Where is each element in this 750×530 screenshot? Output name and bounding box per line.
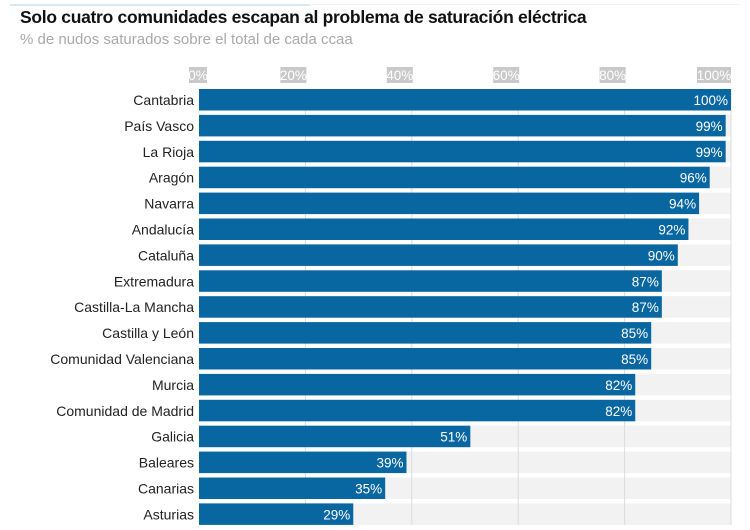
bar: [199, 166, 710, 189]
value-label: 96%: [680, 171, 707, 186]
value-label: 51%: [440, 430, 467, 445]
category-label: Cataluña: [138, 247, 194, 263]
value-label: 82%: [605, 378, 632, 393]
tick-label-box: [280, 67, 307, 83]
value-label: 94%: [669, 197, 696, 212]
bar: [199, 296, 662, 318]
tick-label: 80%: [599, 68, 626, 83]
tick-label: 0%: [188, 68, 208, 83]
bars: [199, 89, 731, 525]
bar: [199, 451, 407, 474]
bar: [199, 322, 652, 344]
value-label: 29%: [323, 507, 350, 522]
top-accent-line: [10, 4, 310, 6]
tick-label: 40%: [386, 68, 413, 83]
value-label: 35%: [355, 482, 382, 497]
category-label: Asturias: [143, 506, 194, 522]
category-label: Castilla-La Mancha: [74, 299, 194, 315]
tick-label-box: [493, 67, 520, 83]
bar: [199, 477, 386, 499]
category-label: País Vasco: [124, 118, 194, 134]
tick-label-box: [386, 67, 413, 83]
value-label: 99%: [696, 119, 723, 134]
bar: [199, 425, 471, 448]
tick-label-box: [697, 67, 731, 83]
tick-label: 60%: [493, 68, 520, 83]
category-label: Castilla y León: [102, 325, 194, 341]
value-label: 85%: [621, 326, 648, 341]
tick-label: 20%: [280, 68, 307, 83]
bar: [199, 114, 726, 137]
value-label: 100%: [693, 93, 728, 108]
category-label: Andalucía: [132, 222, 194, 238]
tick-label-box: [189, 67, 207, 83]
value-label: 99%: [696, 145, 723, 160]
category-label: Aragón: [149, 170, 194, 186]
value-label: 92%: [658, 223, 685, 238]
tick-label-box: [599, 67, 626, 83]
category-label: Comunidad de Madrid: [56, 403, 194, 419]
chart-title: Solo cuatro comunidades escapan al probl…: [20, 7, 587, 27]
bar: [199, 140, 726, 163]
chart-subtitle: % de nudos saturados sobre el total de c…: [20, 31, 353, 48]
bar: [199, 244, 678, 266]
value-label: 90%: [648, 248, 675, 263]
bar: [199, 348, 652, 370]
x-axis-ticks: 0% 20% 40% 60% 80% 100%: [188, 67, 731, 83]
category-label: Murcia: [152, 377, 194, 393]
value-label: 87%: [632, 300, 659, 315]
category-labels: Cantabria País Vasco La Rioja Aragón Navarra…: [50, 92, 194, 522]
bar: [199, 218, 689, 240]
bar: [199, 399, 636, 422]
category-label: Galicia: [151, 429, 194, 445]
category-label: Baleares: [139, 455, 194, 471]
value-label: 87%: [632, 274, 659, 289]
category-label: Extremadura: [114, 273, 194, 289]
top-divider-line: [310, 4, 740, 5]
bar: [199, 373, 636, 396]
value-label: 39%: [376, 456, 403, 471]
value-labels: 100% 99% 99% 96% 94% 92% 90% 87% 87% 85% 85% 82% 82%…: [323, 93, 728, 522]
value-label: 82%: [605, 404, 632, 419]
tick-label: 100%: [697, 68, 732, 83]
bar: [199, 270, 662, 292]
bar: [199, 89, 731, 111]
category-label: Comunidad Valenciana: [50, 351, 194, 367]
bar: [199, 503, 354, 525]
category-label: La Rioja: [143, 144, 195, 160]
value-label: 85%: [621, 352, 648, 367]
category-label: Cantabria: [133, 92, 194, 108]
category-label: Canarias: [138, 481, 194, 497]
category-label: Navarra: [144, 196, 194, 212]
bar: [199, 192, 700, 215]
